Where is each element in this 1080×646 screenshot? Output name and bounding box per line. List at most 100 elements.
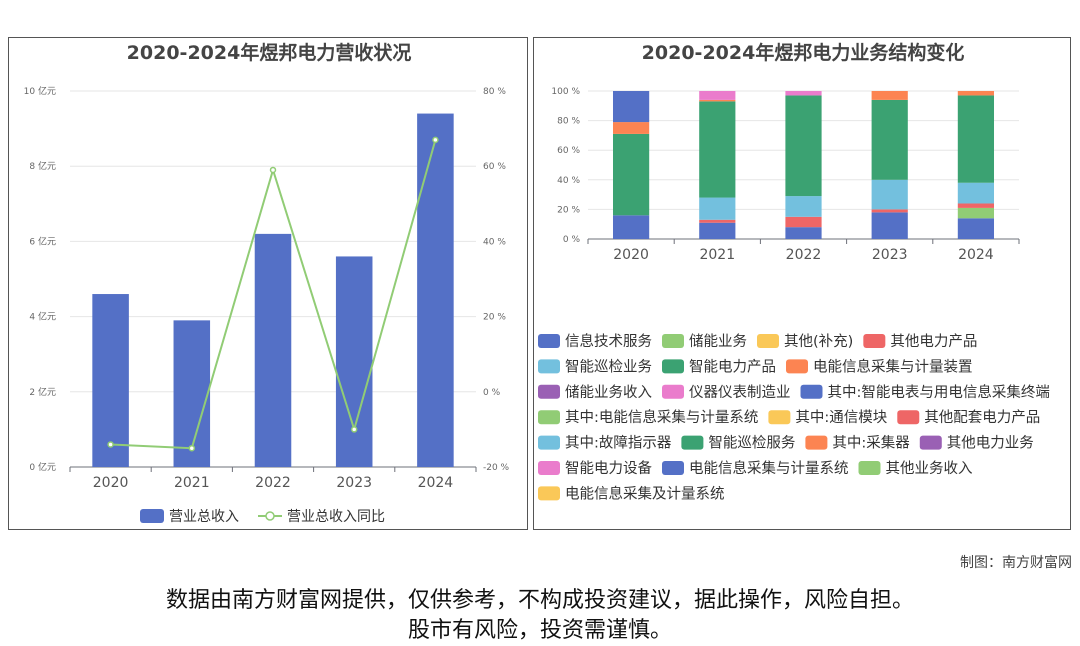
stack-segment — [957, 182, 995, 204]
legend-label: 其他电力业务 — [947, 435, 1034, 452]
y-tick-label: 40 % — [557, 176, 580, 186]
x-tick-label: 2021 — [699, 247, 735, 263]
revenue-bar — [92, 294, 129, 467]
x-tick-label: 2024 — [958, 247, 994, 263]
chart-title: 2020-2024年煜邦电力业务结构变化 — [642, 41, 965, 64]
yoy-point — [188, 444, 196, 452]
x-tick-label: 2020 — [613, 247, 649, 263]
x-tick-label: 2020 — [93, 475, 129, 491]
stack-segment — [871, 91, 908, 100]
legend-swatch — [538, 435, 560, 450]
stack-segment — [871, 179, 908, 210]
revenue-chart-panel: 2020-2024年煜邦电力营收状况 0 亿元 -20 % 2 亿元 0 % 4 亿元 20… — [8, 37, 528, 530]
legend-swatch — [538, 486, 560, 501]
stack-segment — [699, 219, 736, 223]
y-right-tick-label: 60 % — [483, 162, 506, 172]
legend-label: 储能业务 — [689, 333, 747, 350]
stack-segment — [957, 218, 995, 239]
revenue-bar — [335, 256, 373, 467]
stack-segment — [871, 209, 908, 213]
stack-segment — [612, 122, 650, 134]
legend-label: 电能信息采集与计量装置 — [813, 358, 973, 375]
legend-label: 智能电力产品 — [689, 358, 776, 375]
legend-label: 其中:故障指示器 — [565, 434, 672, 452]
legend-swatch — [662, 461, 684, 475]
legend-label: 其他配套电力产品 — [924, 409, 1040, 426]
legend-swatch — [538, 359, 560, 374]
x-tick-label: 2023 — [336, 475, 372, 491]
x-tick-label: 2023 — [872, 247, 908, 263]
y-tick-label: 100 % — [551, 87, 580, 97]
stack-segment — [612, 133, 650, 216]
legend-swatch-revenue — [140, 509, 164, 523]
legend-swatch — [681, 435, 704, 450]
y-tick-label: 80 % — [557, 117, 580, 127]
y-left-tick-label: 4 亿元 — [29, 311, 56, 323]
yoy-point — [432, 136, 439, 144]
legend-swatch — [786, 359, 808, 374]
revenue-bar — [173, 320, 211, 467]
stack-segment — [699, 101, 736, 198]
legend-swatch — [538, 461, 560, 475]
stack-segment — [699, 222, 736, 239]
stack-segment — [785, 196, 822, 217]
y-left-tick-label: 2 亿元 — [29, 386, 56, 398]
legend-label: 其他电力产品 — [890, 333, 977, 350]
structure-chart-panel: 2020-2024年煜邦电力业务结构变化 0 % 20 % 40 % 60 % 80 % 1… — [533, 37, 1071, 530]
legend-label-yoy: 营业总收入同比 — [287, 509, 385, 525]
stack-segment — [957, 203, 995, 208]
chart-credit: 制图：南方财富网 — [960, 555, 1072, 571]
stack-segment — [957, 91, 995, 96]
revenue-chart: 2020-2024年煜邦电力营收状况 0 亿元 -20 % 2 亿元 0 % 4 亿元 20… — [24, 41, 510, 525]
legend-swatch — [858, 461, 881, 475]
stack-segment — [612, 91, 650, 123]
legend-swatch — [538, 410, 560, 425]
legend-label: 其中:电能信息采集与计量系统 — [565, 409, 758, 426]
legend-swatch — [538, 334, 560, 348]
y-left-tick-label: 0 亿元 — [29, 461, 56, 473]
legend-label: 其他(补充) — [784, 333, 853, 350]
legend-label: 其他业务收入 — [886, 460, 973, 477]
stack-segment — [699, 99, 736, 102]
stack-segment — [699, 197, 736, 220]
stack-segment — [871, 212, 908, 239]
legend-swatch — [805, 435, 828, 450]
stack-segment — [957, 207, 995, 219]
y-right-tick-label: 20 % — [483, 313, 506, 323]
legend-swatch — [662, 359, 684, 374]
legend-swatch — [662, 334, 684, 348]
yoy-point — [269, 166, 277, 174]
y-tick-label: 20 % — [557, 205, 580, 215]
chart-title: 2020-2024年煜邦电力营收状况 — [127, 41, 412, 64]
stack-segment — [699, 91, 736, 100]
legend-swatch — [757, 334, 779, 348]
legend-label: 信息技术服务 — [565, 333, 652, 350]
legend-swatch — [538, 384, 560, 399]
y-tick-label: 60 % — [557, 146, 580, 156]
legend-label-revenue: 营业总收入 — [169, 509, 239, 525]
legend-label: 其中:智能电表与用电信息采集终端 — [828, 384, 1050, 401]
revenue-bar — [254, 233, 292, 467]
legend-label: 智能电力设备 — [565, 460, 652, 477]
y-left-tick-label: 8 亿元 — [29, 160, 56, 172]
x-tick-label: 2022 — [786, 247, 822, 263]
legend-swatch — [897, 410, 920, 425]
legend-swatch — [768, 410, 791, 425]
legend-label: 储能业务收入 — [565, 384, 652, 401]
structure-chart: 2020-2024年煜邦电力业务结构变化 0 % 20 % 40 % 60 % 80 % 1… — [538, 41, 1050, 502]
x-tick-label: 2024 — [418, 475, 454, 491]
yoy-point — [107, 441, 114, 448]
legend-label: 其中:通信模块 — [795, 409, 887, 426]
stack-segment — [785, 91, 822, 96]
legend-swatch — [863, 334, 886, 348]
legend-label: 电能信息采集及计量系统 — [565, 485, 725, 502]
stack-segment — [785, 227, 822, 239]
y-left-tick-label: 6 亿元 — [29, 235, 56, 247]
stack-segment — [785, 216, 822, 228]
y-right-tick-label: 0 % — [483, 388, 501, 398]
x-tick-label: 2021 — [174, 475, 210, 491]
stack-segment — [871, 99, 908, 180]
y-tick-label: 0 % — [563, 235, 581, 245]
yoy-point — [350, 426, 358, 433]
legend-label: 其中:采集器 — [832, 435, 910, 452]
